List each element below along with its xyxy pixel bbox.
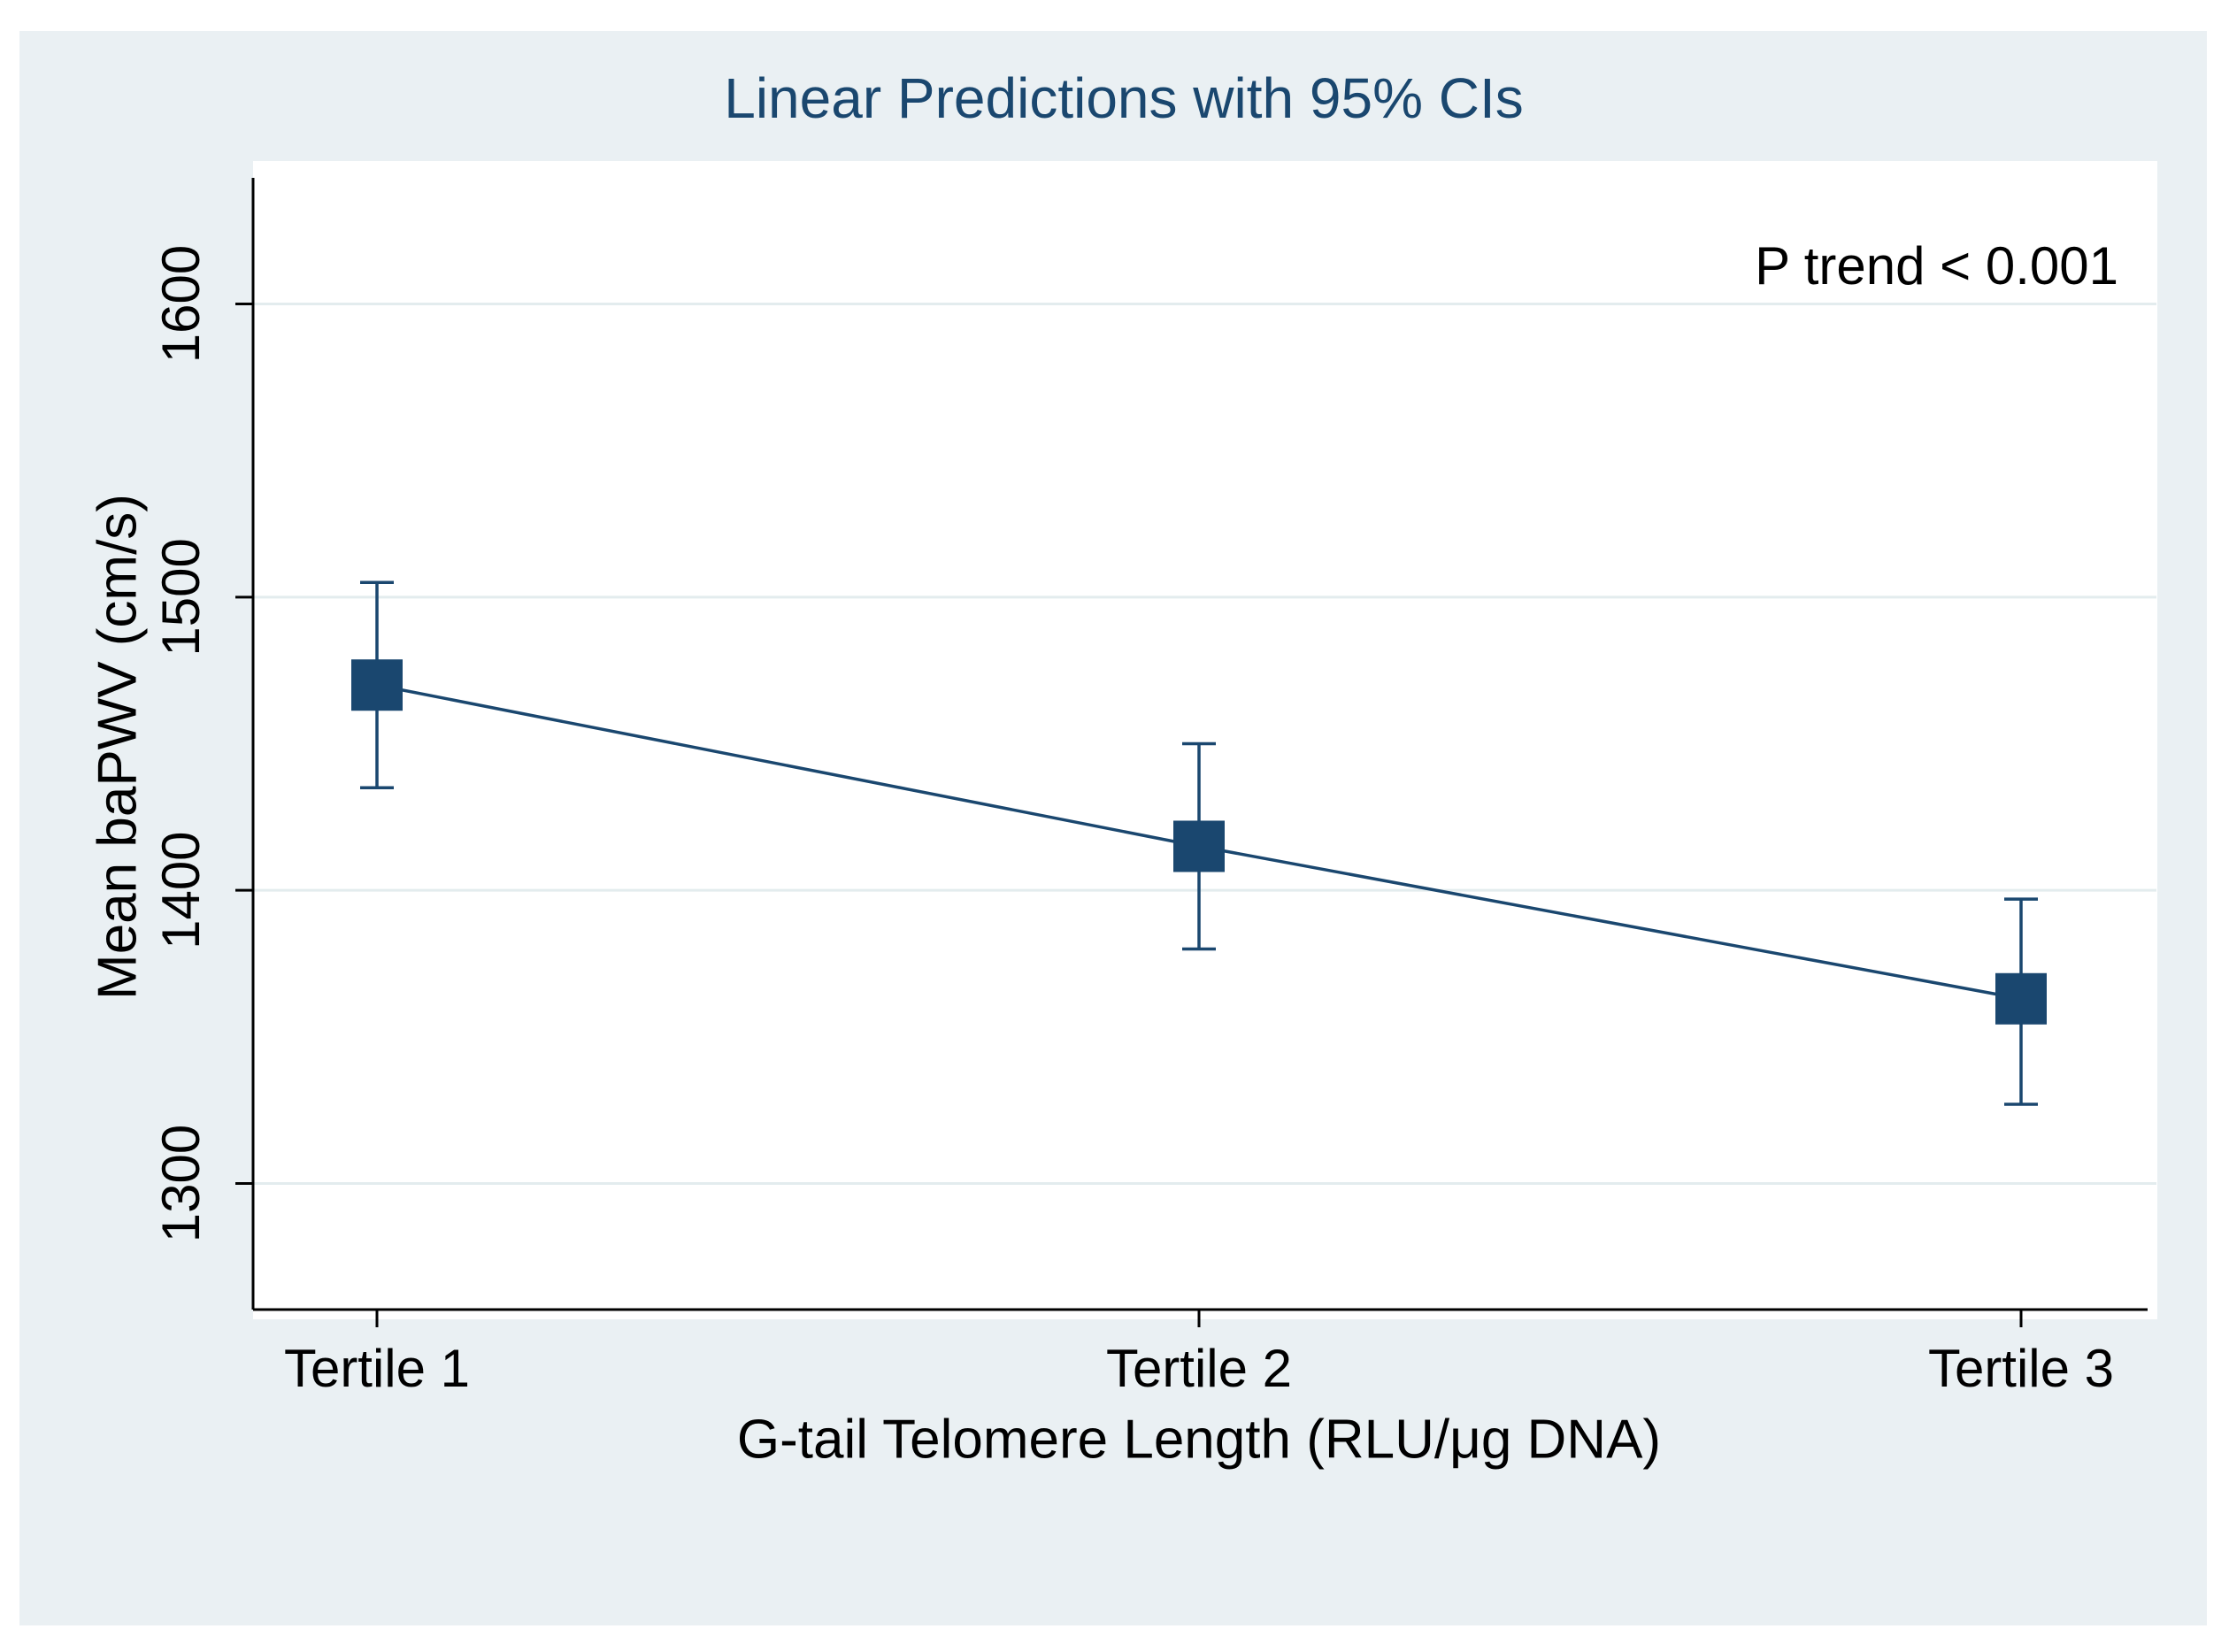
x-axis-title: G-tail Telomere Length (RLU/μg DNA) [737,1409,1661,1470]
y-tick-label: 1300 [151,1125,211,1242]
chart-title: Linear Predictions with 95% CIs [724,66,1524,130]
marker [1995,972,2047,1025]
y-tick-label: 1500 [151,538,211,656]
marker [1173,820,1225,872]
plot-area [253,161,2157,1319]
y-axis-title: Mean baPWV (cm/s) [87,494,148,1000]
x-tick-label: Tertile 2 [1106,1339,1292,1398]
x-tick-label: Tertile 1 [284,1339,470,1398]
y-tick-label: 1400 [151,831,211,949]
annotation: P trend < 0.001 [1755,236,2118,296]
y-tick-label: 1600 [151,245,211,363]
marker [351,659,403,711]
x-tick-label: Tertile 3 [1928,1339,2114,1398]
